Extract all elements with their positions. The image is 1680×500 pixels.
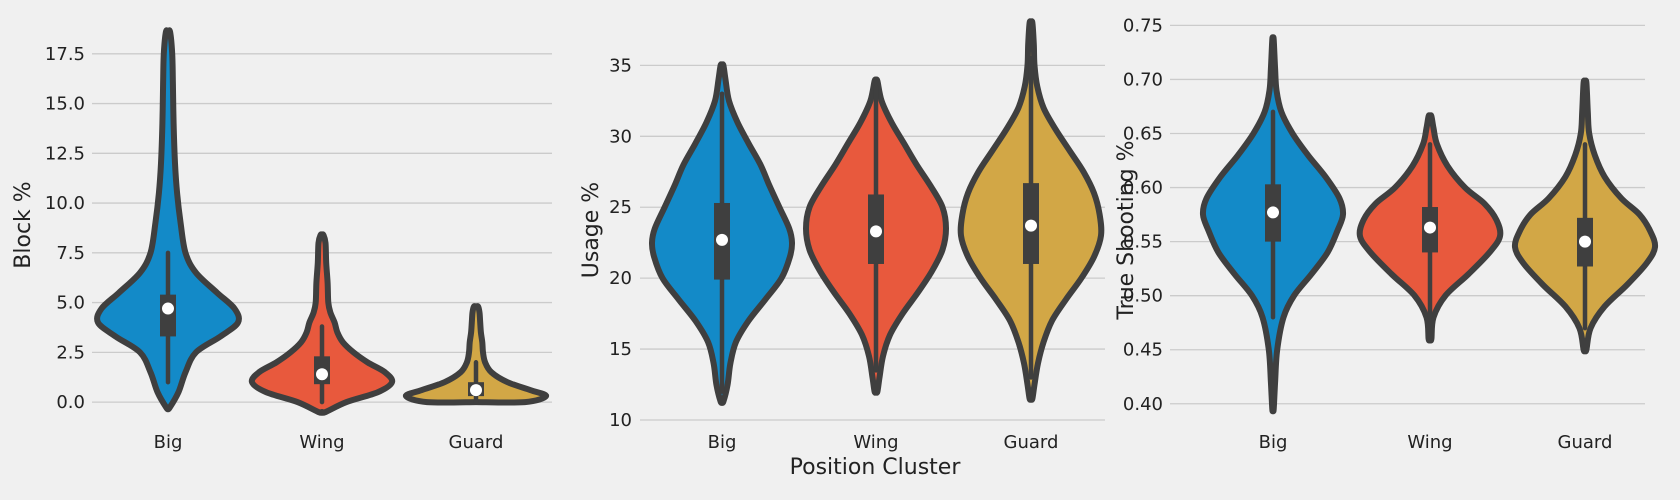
y-tick-label: 0.70: [1123, 69, 1163, 90]
y-tick-label: 0.50: [1123, 286, 1163, 307]
median-marker-wing: [870, 225, 882, 238]
median-marker-big: [162, 302, 174, 315]
x-tick-label-big: Big: [1259, 432, 1288, 453]
x-tick-label-wing: Wing: [853, 432, 898, 453]
iqr-box-big: [160, 294, 176, 337]
y-tick-label: 20: [609, 268, 632, 289]
panel-block: 0.0 2.5 5.0 7.5 10.0 12.5 15.0 17.5 Block % Big Wi…: [11, 27, 552, 453]
median-marker-guard: [1579, 235, 1591, 248]
y-axis-label: True Shooting %: [1114, 140, 1139, 320]
x-tick-label-guard: Guard: [1004, 432, 1059, 453]
panel-true-shooting: 0.40 0.45 0.50 0.55 0.60 0.65 0.70 0.75 True Sho…: [1114, 15, 1659, 453]
x-tick-label-big: Big: [708, 432, 737, 453]
y-tick-label: 0.45: [1123, 340, 1163, 361]
y-tick-label: 15: [609, 339, 632, 360]
y-tick-label: 0.0: [56, 392, 85, 413]
median-marker-big: [1267, 206, 1279, 219]
x-tick-label-big: Big: [154, 432, 183, 453]
y-tick-label: 0.40: [1123, 394, 1163, 415]
panel-usage: 10 15 20 25 30 35 Usage % Big Wing Guard: [579, 18, 1105, 453]
y-axis-label: Usage %: [579, 182, 604, 278]
violin-big: [94, 27, 242, 413]
y-tick-label: 0.65: [1123, 124, 1163, 145]
x-tick-label-wing: Wing: [1407, 432, 1452, 453]
y-axis-label: Block %: [11, 181, 36, 268]
x-tick-label-guard: Guard: [1558, 432, 1613, 453]
median-marker-big: [716, 233, 728, 246]
violin-guard: [403, 303, 549, 406]
y-tick-label: 12.5: [45, 143, 85, 164]
median-marker-guard: [1025, 219, 1037, 232]
x-tick-label-wing: Wing: [299, 432, 344, 453]
y-tick-label: 0.60: [1123, 178, 1163, 199]
y-tick-label: 25: [609, 197, 632, 218]
median-marker-guard: [470, 384, 482, 397]
y-tick-label: 10.0: [45, 193, 85, 214]
y-tick-label: 5.0: [56, 293, 85, 314]
y-tick-label: 7.5: [56, 243, 85, 264]
y-tick-label: 0.55: [1123, 232, 1163, 253]
x-tick-label-guard: Guard: [449, 432, 504, 453]
y-tick-label: 0.75: [1123, 15, 1163, 36]
median-marker-wing: [1424, 221, 1436, 234]
violin-wing: [248, 231, 396, 416]
y-tick-label: 35: [609, 55, 632, 76]
y-tick-label: 10: [609, 410, 632, 431]
y-tick-label: 15.0: [45, 94, 85, 115]
median-marker-wing: [316, 368, 328, 381]
y-tick-label: 30: [609, 126, 632, 147]
y-tick-label: 17.5: [45, 44, 85, 65]
figure-x-axis-label: Position Cluster: [790, 455, 962, 480]
y-tick-label: 2.5: [56, 342, 85, 363]
